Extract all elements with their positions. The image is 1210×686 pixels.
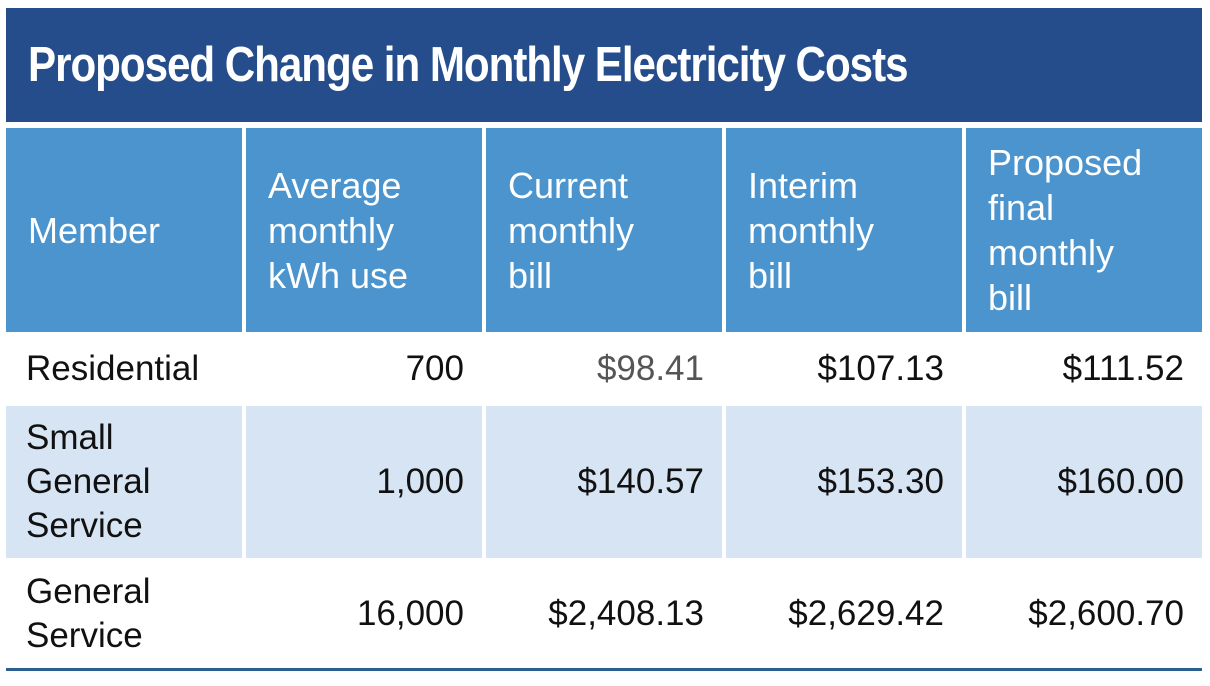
cost-table: Member Average monthly kWh use Current m… [6, 128, 1202, 666]
row-general-kwh: 16,000 [246, 562, 482, 666]
header-interim-bill: Interim monthly bill [726, 128, 962, 332]
bottom-rule [6, 668, 1202, 671]
row-small-general-interim: $153.30 [726, 406, 962, 558]
row-residential-interim: $107.13 [726, 336, 962, 402]
row-general-member: General Service [6, 562, 242, 666]
header-member: Member [6, 128, 242, 332]
row-general-interim: $2,629.42 [726, 562, 962, 666]
row-residential-kwh: 700 [246, 336, 482, 402]
row-small-general-member: Small General Service [6, 406, 242, 558]
header-proposed-bill: Proposed final monthly bill [966, 128, 1202, 332]
row-general-current: $2,408.13 [486, 562, 722, 666]
row-residential-proposed: $111.52 [966, 336, 1202, 402]
header-kwh: Average monthly kWh use [246, 128, 482, 332]
row-small-general-proposed: $160.00 [966, 406, 1202, 558]
row-small-general-kwh: 1,000 [246, 406, 482, 558]
row-residential-current: $98.41 [486, 336, 722, 402]
table-title: Proposed Change in Monthly Electricity C… [28, 37, 909, 92]
row-residential-member: Residential [6, 336, 242, 402]
title-bar: Proposed Change in Monthly Electricity C… [6, 8, 1202, 122]
row-general-proposed: $2,600.70 [966, 562, 1202, 666]
row-small-general-current: $140.57 [486, 406, 722, 558]
header-current-bill: Current monthly bill [486, 128, 722, 332]
